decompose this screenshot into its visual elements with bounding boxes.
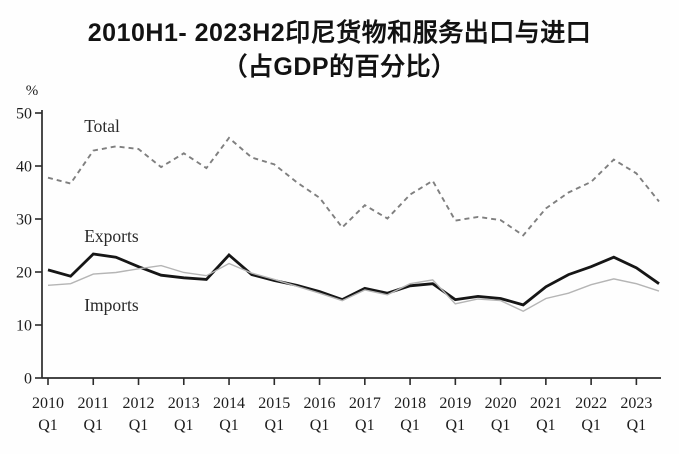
chart-title-line1: 2010H1- 2023H2印尼货物和服务出口与进口: [87, 19, 592, 47]
x-tick-label-quarter: Q1: [446, 417, 466, 434]
x-tick-label-year: 2016: [304, 395, 336, 412]
x-tick-label-year: 2018: [394, 395, 426, 412]
x-tick-label-quarter: Q1: [581, 417, 601, 434]
x-tick-label-year: 2014: [213, 395, 245, 412]
x-tick-label-year: 2010: [32, 395, 64, 412]
y-tick-label: 30: [16, 212, 32, 229]
chart-title-line2: （占GDP的百分比）: [222, 53, 457, 81]
x-tick-label-quarter: Q1: [129, 417, 149, 434]
x-tick-label-quarter: Q1: [219, 417, 239, 434]
y-tick-label: 20: [16, 265, 32, 282]
x-tick-label-quarter: Q1: [174, 417, 194, 434]
x-tick-label-year: 2022: [575, 395, 607, 412]
y-tick-label: 10: [16, 318, 32, 335]
x-tick-label-year: 2023: [620, 395, 652, 412]
x-tick-label-year: 2015: [258, 395, 290, 412]
series-total-line: [47, 136, 660, 237]
series-label-total: Total: [84, 116, 120, 136]
y-tick-label: 50: [16, 106, 32, 123]
series-label-imports: Imports: [84, 295, 139, 315]
x-tick-label-quarter: Q1: [310, 417, 330, 434]
y-tick-label: 0: [24, 371, 32, 388]
x-tick-label-quarter: Q1: [400, 417, 420, 434]
x-tick-label-year: 2020: [485, 395, 517, 412]
series-exports-line: [47, 252, 660, 307]
x-tick-label-quarter: Q1: [265, 417, 285, 434]
x-tick-label-year: 2021: [530, 395, 562, 412]
x-tick-label-quarter: Q1: [38, 417, 58, 434]
x-tick-label-year: 2017: [349, 395, 381, 412]
series-imports-line: [47, 262, 660, 312]
x-tick-label-quarter: Q1: [83, 417, 103, 434]
y-axis-unit-label: %: [26, 83, 39, 99]
x-tick-label-year: 2011: [78, 395, 109, 412]
x-tick-label-year: 2019: [439, 395, 471, 412]
y-tick-label: 40: [16, 159, 32, 176]
chart-title: 2010H1- 2023H2印尼货物和服务出口与进口 （占GDP的百分比）: [0, 16, 679, 84]
x-tick-label-quarter: Q1: [491, 417, 511, 434]
x-tick-label-quarter: Q1: [536, 417, 556, 434]
x-tick-label-quarter: Q1: [627, 417, 647, 434]
x-tick-label-year: 2012: [123, 395, 155, 412]
series-label-exports: Exports: [84, 226, 139, 246]
x-tick-label-year: 2013: [168, 395, 200, 412]
x-tick-label-quarter: Q1: [355, 417, 375, 434]
